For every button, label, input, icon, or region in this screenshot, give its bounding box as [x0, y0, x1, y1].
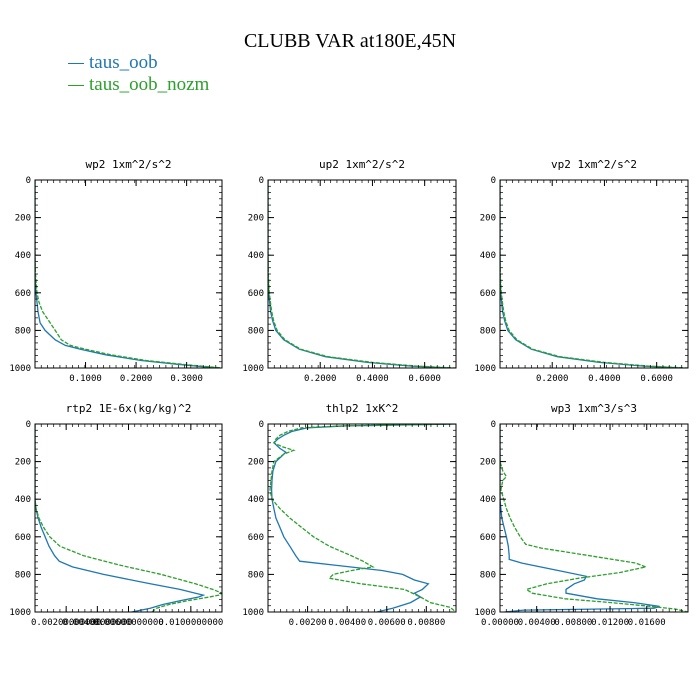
series-line-taus-oob: [270, 424, 456, 612]
x-tick-label: 0.00400: [518, 618, 556, 628]
x-tick-label: 0.00800: [407, 618, 445, 628]
y-tick-label: 600: [15, 289, 31, 299]
series-line-taus-oob: [268, 180, 451, 368]
panel-title: rtp2 1E-6x(kg/kg)^2: [66, 402, 192, 415]
y-tick-label: 1000: [9, 364, 31, 374]
y-tick-label: 1000: [242, 608, 264, 618]
panel-title: vp2 1xm^2/s^2: [551, 158, 637, 171]
y-tick-label: 800: [15, 326, 31, 336]
x-tick-label: 0.01200: [591, 618, 629, 628]
legend-label-taus-oob-nozm: taus_oob_nozm: [89, 74, 210, 95]
x-tick-label: 0.6000: [408, 374, 441, 384]
y-tick-label: 600: [480, 533, 496, 543]
y-tick-label: 800: [248, 570, 264, 580]
chart-panel-1: wp2 1xm^2/s^2 0 200 400 600 800 1000 0.1000 0.20…: [9, 158, 223, 384]
y-tick-label: 1000: [9, 608, 31, 618]
y-tick-label: 400: [248, 251, 264, 261]
y-tick-label: 0: [491, 420, 496, 430]
x-tick-label: 0.01600: [628, 618, 666, 628]
y-tick-label: 1000: [242, 364, 264, 374]
x-tick-label: 0.00000: [481, 618, 519, 628]
y-tick-label: 400: [15, 251, 31, 261]
figure-title: CLUBB VAR at180E,45N: [243, 30, 457, 52]
x-tick-label: 0.00800: [554, 618, 592, 628]
y-tick-label: 600: [248, 533, 264, 543]
y-tick-label: 0: [259, 420, 264, 430]
x-tick-label: 0.00600000000: [93, 618, 163, 628]
panel-title: thlp2 1xK^2: [326, 402, 399, 415]
x-tick-label: 0.00400000000: [62, 618, 132, 628]
plot-frame: [34, 423, 223, 613]
series-line-taus-oob-nozm: [35, 424, 222, 612]
x-tick-label: 0.00200: [289, 618, 327, 628]
x-tick-label: 0.4000: [356, 374, 389, 384]
panel-title: wp2 1xm^2/s^2: [85, 158, 171, 171]
series-line-taus-oob-nozm: [35, 180, 222, 368]
y-tick-label: 200: [248, 458, 264, 468]
x-tick-label: 0.2000: [536, 374, 569, 384]
y-tick-label: 0: [491, 176, 496, 186]
series-line-taus-oob: [500, 180, 683, 368]
y-tick-label: 0: [259, 176, 264, 186]
y-tick-label: 600: [480, 289, 496, 299]
y-tick-label: 200: [480, 214, 496, 224]
legend: taus_oob taus_oob_nozm: [68, 52, 209, 96]
legend-item-taus-oob-nozm: taus_oob_nozm: [68, 74, 209, 96]
x-tick-label: 0.0100000000: [158, 618, 223, 628]
x-tick-label: 0.3000: [170, 374, 203, 384]
legend-label-taus-oob: taus_oob: [89, 52, 158, 73]
y-tick-label: 200: [480, 458, 496, 468]
chart-panel-2: up2 1xm^2/s^2 0 200 400 600 800 1000 0.2000 0.40…: [242, 158, 457, 384]
y-tick-label: 200: [15, 458, 31, 468]
series-line-taus-oob: [35, 424, 206, 612]
chart-panel-6: wp3 1xm^3/s^3020040060080010000.000000.0…: [474, 402, 689, 628]
chart-panel-5: thlp2 1xK^2 0 200 400 600 800 1000 0.00200 0.004…: [242, 402, 457, 628]
y-tick-label: 400: [480, 251, 496, 261]
y-tick-label: 600: [15, 533, 31, 543]
plot-frame: [34, 179, 223, 369]
legend-swatch-taus-oob-nozm: [68, 84, 84, 86]
x-tick-label: 0.4000: [588, 374, 621, 384]
y-tick-label: 200: [15, 214, 31, 224]
chart-panel-4: rtp2 1E-6x(kg/kg)^2020040060080010000.00…: [9, 402, 223, 628]
y-tick-label: 800: [248, 326, 264, 336]
y-tick-label: 800: [480, 570, 496, 580]
plot-frame: [267, 179, 457, 369]
y-tick-label: 400: [480, 495, 496, 505]
y-tick-label: 800: [480, 326, 496, 336]
legend-item-taus-oob: taus_oob: [68, 52, 209, 74]
plot-frame: [499, 423, 689, 613]
x-tick-label: 0.00600: [368, 618, 406, 628]
x-tick-label: 0.6000: [640, 374, 673, 384]
x-tick-label: 0.00400: [328, 618, 366, 628]
x-tick-label: 0.2000: [304, 374, 337, 384]
series-line-taus-oob-nozm: [500, 424, 688, 612]
plot-frame: [499, 179, 689, 369]
series-line-taus-oob-nozm: [268, 180, 456, 368]
y-tick-label: 0: [26, 176, 31, 186]
x-tick-label: 0.00200000000: [31, 618, 101, 628]
y-tick-label: 1000: [474, 364, 496, 374]
chart-panel-3: vp2 1xm^2/s^2 0 200 400 600 800 1000 0.2000 0.40…: [474, 158, 689, 384]
y-tick-label: 800: [15, 570, 31, 580]
series-line-taus-oob-nozm: [500, 180, 688, 368]
series-line-taus-oob: [500, 424, 660, 612]
panel-title: wp3 1xm^3/s^3: [551, 402, 637, 415]
x-tick-label: 0.2000: [120, 374, 153, 384]
y-tick-label: 400: [248, 495, 264, 505]
panel-title: up2 1xm^2/s^2: [319, 158, 405, 171]
y-tick-label: 200: [248, 214, 264, 224]
series-line-taus-oob-nozm: [269, 424, 456, 612]
y-tick-label: 600: [248, 289, 264, 299]
series-line-taus-oob: [35, 180, 217, 368]
y-tick-label: 1000: [474, 608, 496, 618]
y-tick-label: 400: [15, 495, 31, 505]
legend-swatch-taus-oob: [68, 62, 84, 64]
y-tick-label: 0: [26, 420, 31, 430]
x-tick-label: 0.1000: [69, 374, 102, 384]
